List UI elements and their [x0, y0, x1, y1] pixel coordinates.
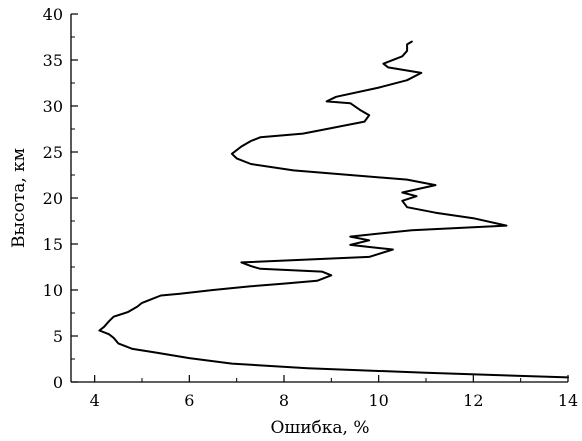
y-tick-label: 15: [43, 235, 63, 254]
x-tick-label: 6: [184, 391, 194, 410]
y-tick-label: 25: [43, 143, 63, 162]
y-axis-title: Высота, км: [9, 148, 29, 248]
error-profile-line: [98, 40, 569, 379]
axis-ticks: [71, 13, 569, 383]
y-tick-label: 5: [53, 327, 63, 346]
y-tick-label: 20: [43, 189, 63, 208]
axis-tick-labels: 4 6 8 10 12 14 0 5 10 15 20 25 30 35 40: [43, 5, 579, 410]
y-tick-label: 40: [43, 5, 63, 24]
y-tick-label: 0: [53, 373, 63, 392]
x-tick-label: 4: [90, 391, 100, 410]
x-tick-label: 10: [368, 391, 388, 410]
y-tick-label: 10: [43, 281, 63, 300]
x-tick-label: 14: [558, 391, 578, 410]
x-tick-label: 8: [279, 391, 289, 410]
x-tick-label: 12: [463, 391, 483, 410]
y-tick-label: 35: [43, 51, 63, 70]
y-tick-label: 30: [43, 97, 63, 116]
x-axis-title: Ошибка, %: [270, 418, 369, 438]
